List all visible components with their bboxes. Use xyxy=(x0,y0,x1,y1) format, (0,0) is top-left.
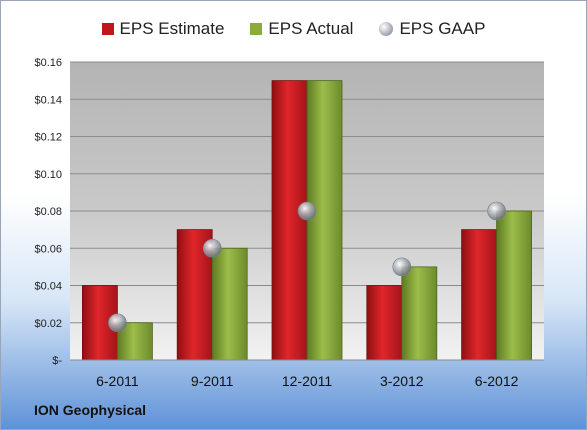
x-tick-label: 3-2012 xyxy=(380,373,424,389)
bar-eps-estimate xyxy=(271,80,308,361)
bar-eps-estimate xyxy=(366,285,403,361)
bar-eps-actual xyxy=(306,80,343,361)
y-tick-label: $0.16 xyxy=(34,57,62,69)
y-tick-label: $0.10 xyxy=(34,169,62,181)
y-tick-label: $0.08 xyxy=(34,206,62,218)
legend-item-eps-actual: EPS Actual xyxy=(250,19,353,39)
legend-item-eps-estimate: EPS Estimate xyxy=(101,19,225,39)
bar-eps-actual xyxy=(401,266,438,361)
legend-label-eps-estimate: EPS Estimate xyxy=(119,19,225,38)
marker-eps-gaap xyxy=(392,257,412,277)
x-tick-label: 12-2011 xyxy=(282,373,333,389)
marker-eps-gaap xyxy=(487,201,506,221)
marker-eps-gaap xyxy=(202,238,222,258)
y-tick-label: $0.04 xyxy=(34,281,62,293)
x-tick-label: 6-2011 xyxy=(96,373,139,389)
bar-eps-estimate xyxy=(461,229,498,361)
bar-eps-actual xyxy=(211,247,248,361)
marker-eps-gaap xyxy=(297,201,317,221)
y-tick-label: $0.02 xyxy=(34,318,62,330)
legend-label-eps-actual: EPS Actual xyxy=(268,19,354,38)
x-tick-label: 9-2011 xyxy=(191,373,234,389)
marker-eps-gaap xyxy=(108,313,127,333)
y-tick-label: $0.12 xyxy=(34,132,62,144)
legend-swatch-eps-gaap xyxy=(379,22,394,36)
y-tick-label: $0.06 xyxy=(34,243,62,255)
legend-label-eps-gaap: EPS GAAP xyxy=(399,19,486,38)
legend-swatch-eps-estimate xyxy=(101,23,114,35)
y-tick-label: $0.14 xyxy=(34,94,62,106)
y-tick-label: $- xyxy=(52,355,62,367)
chart-legend: EPS Estimate EPS Actual EPS GAAP xyxy=(0,16,587,42)
company-name: ION Geophysical xyxy=(34,402,147,418)
bar-eps-actual xyxy=(496,210,533,361)
legend-item-eps-gaap: EPS GAAP xyxy=(379,19,485,39)
legend-swatch-eps-actual xyxy=(250,23,263,35)
x-tick-label: 6-2012 xyxy=(475,373,519,389)
